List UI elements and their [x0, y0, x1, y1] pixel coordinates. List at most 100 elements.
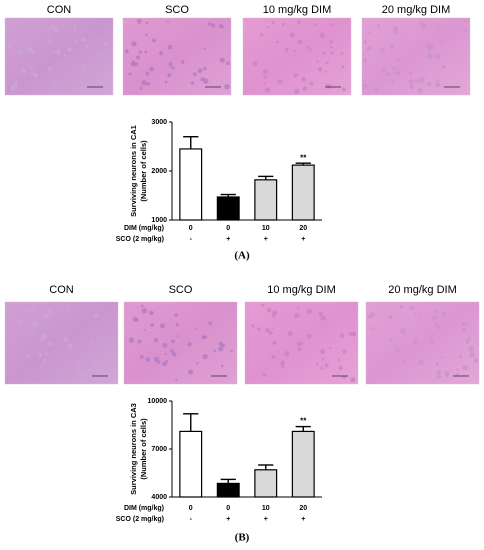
nucleus	[225, 61, 230, 66]
nucleus	[146, 82, 151, 86]
nucleus	[419, 21, 422, 24]
nucleus	[171, 66, 175, 70]
x-row-value: 0	[226, 505, 230, 512]
nucleus	[429, 45, 434, 50]
nucleus	[76, 360, 82, 366]
nucleus	[174, 313, 178, 317]
nucleus	[218, 346, 224, 352]
nucleus	[202, 66, 207, 71]
nucleus	[6, 44, 11, 49]
nucleus	[128, 72, 132, 76]
nucleus	[456, 368, 460, 372]
nucleus	[408, 71, 413, 75]
nucleus	[25, 354, 30, 359]
nucleus	[367, 315, 371, 319]
nucleus	[330, 45, 333, 49]
nucleus	[14, 20, 19, 25]
nucleus	[43, 368, 46, 372]
nucleus	[149, 66, 155, 72]
nucleus	[43, 316, 46, 319]
nucleus	[297, 306, 300, 309]
nucleus	[208, 321, 213, 326]
nucleus	[427, 81, 432, 87]
nucleus	[131, 41, 137, 47]
image-label: 10 mg/kg DIM	[267, 284, 335, 296]
nucleus	[75, 306, 79, 309]
nucleus	[197, 68, 203, 74]
nucleus	[264, 75, 268, 79]
image-label: 20 mg/kg DIM	[388, 284, 456, 296]
nucleus	[429, 340, 435, 345]
micrograph-tint	[5, 302, 118, 384]
nucleus	[289, 32, 295, 38]
nucleus	[392, 26, 399, 32]
nucleus	[220, 364, 224, 368]
nucleus	[363, 58, 367, 63]
micrograph-tint	[5, 18, 113, 95]
nucleus	[256, 327, 261, 332]
nucleus	[111, 334, 114, 337]
nucleus	[56, 59, 60, 63]
nucleus	[313, 22, 317, 26]
nucleus	[306, 308, 312, 315]
nucleus	[420, 23, 427, 29]
nucleus	[318, 311, 324, 317]
nucleus	[395, 70, 401, 76]
nucleus	[125, 49, 129, 54]
nucleus	[319, 32, 326, 39]
nucleus	[259, 33, 264, 37]
nucleus	[329, 40, 333, 44]
y-tick-label: 10000	[148, 398, 168, 405]
nucleus	[390, 79, 395, 83]
nucleus	[435, 362, 439, 366]
nucleus	[432, 315, 437, 321]
nucleus	[221, 343, 225, 348]
nucleus	[21, 68, 27, 74]
nucleus	[263, 82, 266, 85]
nucleus	[297, 39, 303, 45]
x-row-value: 20	[299, 505, 307, 512]
nucleus	[46, 308, 53, 314]
y-tick-label: 3000	[151, 119, 167, 126]
nucleus	[202, 354, 208, 360]
nucleus	[30, 67, 34, 70]
nucleus	[213, 349, 217, 353]
nucleus	[136, 18, 142, 24]
nucleus	[464, 29, 468, 33]
nucleus	[297, 20, 301, 25]
nucleus	[417, 88, 423, 93]
nucleus	[203, 47, 206, 51]
bar	[291, 164, 315, 221]
nucleus	[435, 22, 439, 26]
micrograph-tint	[366, 302, 479, 384]
nucleus	[426, 53, 433, 59]
nucleus	[145, 71, 150, 76]
x-row-value: 0	[189, 505, 193, 512]
nucleus	[293, 49, 296, 53]
nucleus	[284, 351, 290, 357]
nucleus	[10, 84, 16, 91]
nucleus	[107, 51, 110, 55]
nucleus	[473, 358, 479, 363]
nucleus	[104, 84, 110, 90]
nucleus	[262, 69, 268, 75]
nucleus	[266, 307, 272, 313]
nucleus	[301, 342, 304, 345]
nucleus	[52, 50, 56, 54]
nucleus	[271, 327, 274, 330]
nucleus	[462, 364, 468, 371]
nucleus	[112, 375, 116, 379]
nucleus	[32, 321, 38, 327]
micrograph-tint	[124, 302, 237, 384]
nucleus	[400, 328, 406, 335]
bar	[179, 148, 203, 221]
nucleus	[469, 352, 475, 358]
nucleus	[317, 66, 323, 72]
nucleus	[14, 85, 18, 89]
nucleus	[13, 81, 19, 86]
nucleus	[439, 41, 442, 45]
nucleus	[441, 356, 444, 359]
nucleus	[200, 76, 205, 82]
nucleus	[436, 79, 439, 82]
x-row-value: 0	[189, 225, 193, 232]
